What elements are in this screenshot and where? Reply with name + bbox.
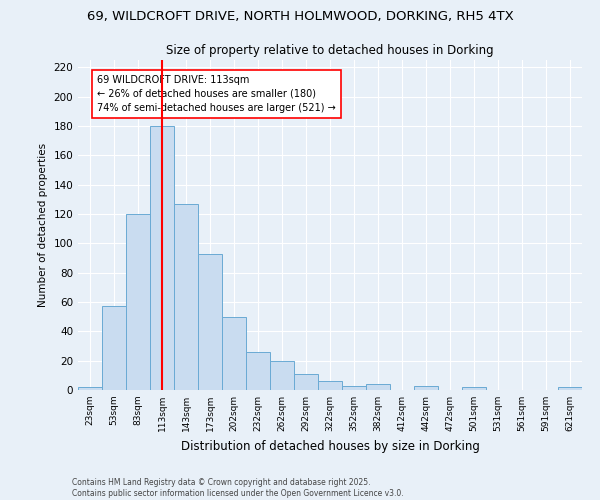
Bar	[174, 204, 198, 390]
Bar	[126, 214, 150, 390]
Bar	[222, 316, 246, 390]
Bar	[294, 374, 318, 390]
Bar	[246, 352, 270, 390]
Bar	[342, 386, 366, 390]
Bar	[366, 384, 390, 390]
Text: Contains HM Land Registry data © Crown copyright and database right 2025.
Contai: Contains HM Land Registry data © Crown c…	[72, 478, 404, 498]
Text: 69, WILDCROFT DRIVE, NORTH HOLMWOOD, DORKING, RH5 4TX: 69, WILDCROFT DRIVE, NORTH HOLMWOOD, DOR…	[86, 10, 514, 23]
Bar	[270, 360, 294, 390]
Bar	[150, 126, 174, 390]
Title: Size of property relative to detached houses in Dorking: Size of property relative to detached ho…	[166, 44, 494, 58]
Bar	[414, 386, 438, 390]
Bar	[198, 254, 222, 390]
Bar	[78, 387, 102, 390]
Bar	[558, 387, 582, 390]
X-axis label: Distribution of detached houses by size in Dorking: Distribution of detached houses by size …	[181, 440, 479, 452]
Text: 69 WILDCROFT DRIVE: 113sqm
← 26% of detached houses are smaller (180)
74% of sem: 69 WILDCROFT DRIVE: 113sqm ← 26% of deta…	[97, 74, 336, 112]
Y-axis label: Number of detached properties: Number of detached properties	[38, 143, 48, 307]
Bar	[102, 306, 126, 390]
Bar	[462, 387, 486, 390]
Bar	[318, 381, 342, 390]
